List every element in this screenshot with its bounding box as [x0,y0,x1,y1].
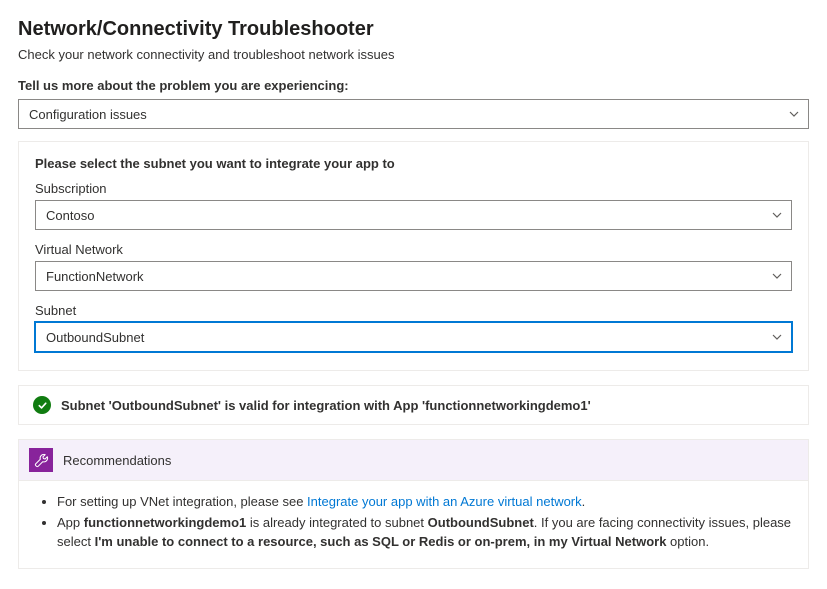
problem-select-value: Configuration issues [29,107,147,122]
subscription-value: Contoso [46,208,94,223]
rec2-appname: functionnetworkingdemo1 [84,515,247,530]
chevron-down-icon [771,270,783,282]
chevron-down-icon [788,108,800,120]
recommendation-item: App functionnetworkingdemo1 is already i… [57,514,792,552]
wrench-icon [29,448,53,472]
vnet-label: Virtual Network [35,242,792,257]
subnet-label: Subnet [35,303,792,318]
rec1-prefix: For setting up VNet integration, please … [57,494,307,509]
page-subtitle: Check your network connectivity and trou… [18,47,809,62]
recommendations-body: For setting up VNet integration, please … [19,481,808,568]
recommendation-item: For setting up VNet integration, please … [57,493,792,512]
problem-label: Tell us more about the problem you are e… [18,78,809,93]
panel-heading: Please select the subnet you want to int… [35,156,792,171]
rec2-option: I'm unable to connect to a resource, suc… [95,534,667,549]
vnet-value: FunctionNetwork [46,269,144,284]
recommendations-title: Recommendations [63,453,171,468]
chevron-down-icon [771,331,783,343]
recommendations-header: Recommendations [19,440,808,481]
subnet-value: OutboundSubnet [46,330,144,345]
vnet-integration-link[interactable]: Integrate your app with an Azure virtual… [307,494,582,509]
rec2-mid1: is already integrated to subnet [246,515,427,530]
subscription-select[interactable]: Contoso [35,200,792,230]
success-check-icon [33,396,51,414]
status-row: Subnet 'OutboundSubnet' is valid for int… [18,385,809,425]
vnet-select[interactable]: FunctionNetwork [35,261,792,291]
chevron-down-icon [771,209,783,221]
rec2-after: option. [666,534,709,549]
problem-select[interactable]: Configuration issues [18,99,809,129]
page-title: Network/Connectivity Troubleshooter [18,18,809,41]
rec1-suffix: . [582,494,586,509]
status-text: Subnet 'OutboundSubnet' is valid for int… [61,398,591,413]
rec2-subnet: OutboundSubnet [428,515,534,530]
subscription-label: Subscription [35,181,792,196]
subnet-select[interactable]: OutboundSubnet [35,322,792,352]
recommendations-box: Recommendations For setting up VNet inte… [18,439,809,569]
subnet-panel: Please select the subnet you want to int… [18,141,809,371]
rec2-before: App [57,515,84,530]
